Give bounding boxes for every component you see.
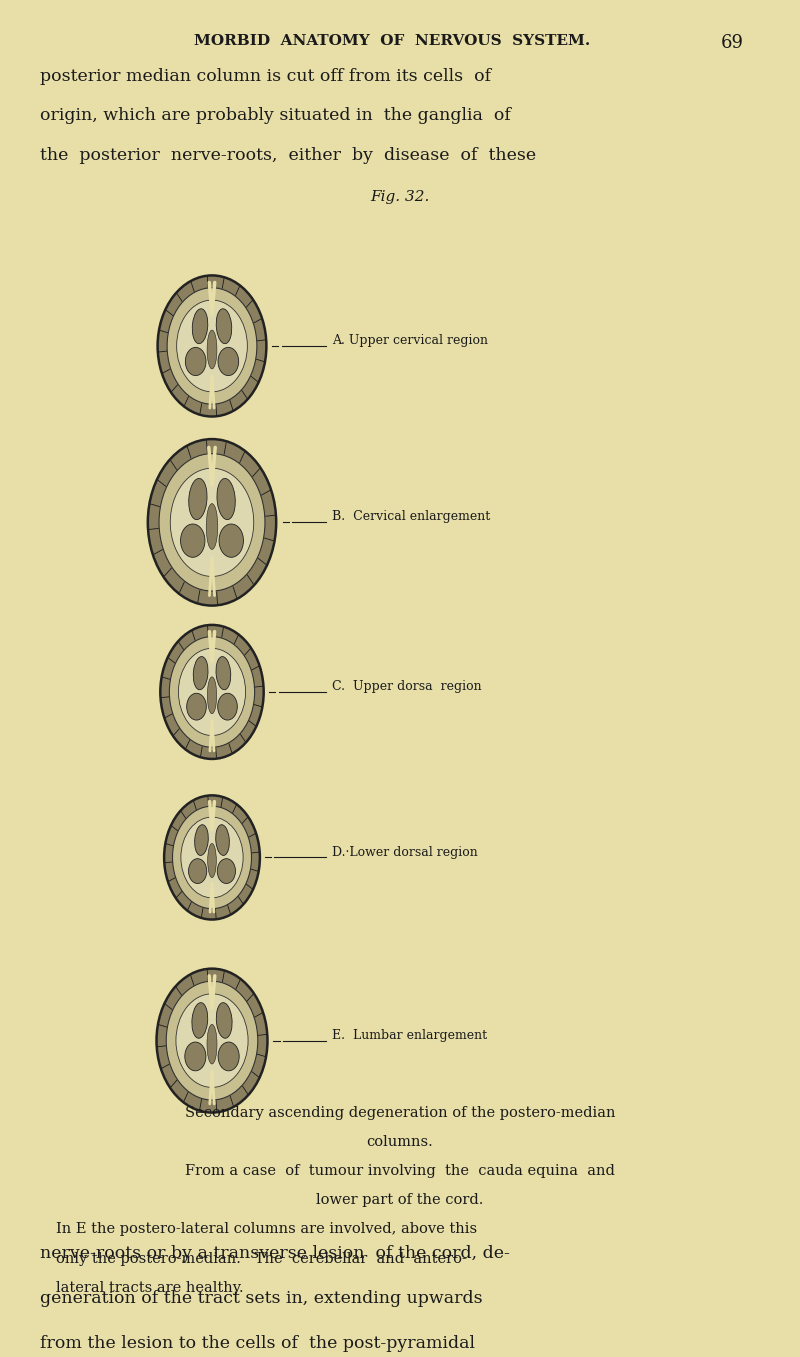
Ellipse shape xyxy=(170,468,254,577)
Ellipse shape xyxy=(170,636,254,748)
Text: nerve-roots or by a transverse lesion  of the cord, de-: nerve-roots or by a transverse lesion of… xyxy=(40,1246,510,1262)
Ellipse shape xyxy=(216,657,230,689)
Ellipse shape xyxy=(185,1042,206,1071)
Text: MORBID  ANATOMY  OF  NERVOUS  SYSTEM.: MORBID ANATOMY OF NERVOUS SYSTEM. xyxy=(194,34,590,47)
Ellipse shape xyxy=(217,479,235,520)
Ellipse shape xyxy=(218,859,235,883)
Text: Fig. 32.: Fig. 32. xyxy=(370,190,430,204)
Text: from the lesion to the cells of  the post-pyramidal: from the lesion to the cells of the post… xyxy=(40,1335,475,1352)
Ellipse shape xyxy=(218,347,238,376)
Ellipse shape xyxy=(158,275,266,417)
Ellipse shape xyxy=(160,626,264,759)
Ellipse shape xyxy=(148,440,276,605)
Ellipse shape xyxy=(218,1042,239,1071)
Text: columns.: columns. xyxy=(366,1134,434,1149)
Ellipse shape xyxy=(219,524,243,558)
Text: In E the postero-lateral columns are involved, above this: In E the postero-lateral columns are inv… xyxy=(56,1223,477,1236)
Text: A. Upper cervical region: A. Upper cervical region xyxy=(332,334,488,347)
Text: the  posterior  nerve-roots,  either  by  disease  of  these: the posterior nerve-roots, either by dis… xyxy=(40,147,536,164)
Ellipse shape xyxy=(166,981,258,1101)
Text: E.  Lumbar enlargement: E. Lumbar enlargement xyxy=(332,1029,487,1042)
Text: B.  Cervical enlargement: B. Cervical enlargement xyxy=(332,510,490,524)
Ellipse shape xyxy=(192,1003,208,1038)
Ellipse shape xyxy=(206,503,218,550)
Text: D.·Lower dorsal region: D.·Lower dorsal region xyxy=(332,845,478,859)
Ellipse shape xyxy=(194,657,208,689)
Ellipse shape xyxy=(216,1003,232,1038)
Ellipse shape xyxy=(178,649,246,735)
Text: posterior median column is cut off from its cells  of: posterior median column is cut off from … xyxy=(40,68,491,85)
Text: Secondary ascending degeneration of the postero-median: Secondary ascending degeneration of the … xyxy=(185,1106,615,1120)
Ellipse shape xyxy=(176,993,248,1087)
Ellipse shape xyxy=(194,825,208,855)
Ellipse shape xyxy=(216,309,232,343)
Ellipse shape xyxy=(181,524,205,558)
Ellipse shape xyxy=(173,806,251,909)
Ellipse shape xyxy=(157,969,267,1113)
Ellipse shape xyxy=(186,693,206,721)
Text: From a case  of  tumour involving  the  cauda equina  and: From a case of tumour involving the caud… xyxy=(185,1164,615,1178)
Ellipse shape xyxy=(216,825,230,855)
Ellipse shape xyxy=(207,677,217,714)
Ellipse shape xyxy=(207,1025,217,1064)
Ellipse shape xyxy=(186,347,206,376)
Ellipse shape xyxy=(207,330,217,369)
Ellipse shape xyxy=(208,844,216,878)
Ellipse shape xyxy=(159,453,265,592)
Ellipse shape xyxy=(177,300,247,392)
Ellipse shape xyxy=(218,693,238,721)
Ellipse shape xyxy=(167,288,257,404)
Text: C.  Upper dorsa  region: C. Upper dorsa region xyxy=(332,680,482,693)
Ellipse shape xyxy=(192,309,208,343)
Ellipse shape xyxy=(181,817,243,898)
Text: origin, which are probably situated in  the ganglia  of: origin, which are probably situated in t… xyxy=(40,107,511,125)
Text: lower part of the cord.: lower part of the cord. xyxy=(316,1193,484,1208)
Text: generation of the tract sets in, extending upwards: generation of the tract sets in, extendi… xyxy=(40,1291,482,1307)
Ellipse shape xyxy=(189,479,207,520)
Ellipse shape xyxy=(189,859,206,883)
Text: 69: 69 xyxy=(721,34,743,52)
Text: only the postero-median.   The  cerebellar  and  antero-: only the postero-median. The cerebellar … xyxy=(56,1251,467,1266)
Text: lateral tracts are healthy.: lateral tracts are healthy. xyxy=(56,1281,244,1295)
Ellipse shape xyxy=(164,795,260,920)
